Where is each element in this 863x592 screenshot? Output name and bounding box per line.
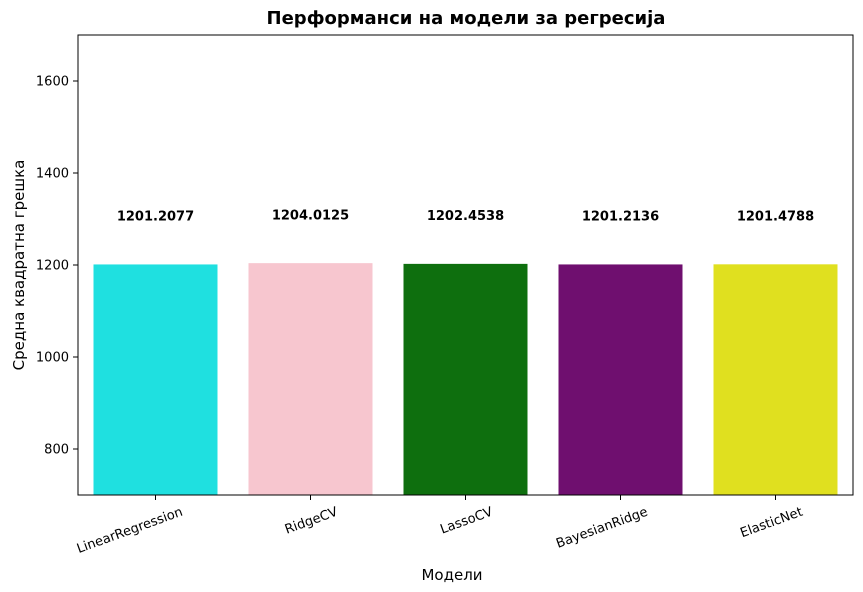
bar-elasticnet bbox=[713, 264, 838, 495]
data-label-lassocv: 1202.4538 bbox=[427, 209, 504, 224]
x-tick-label-linearregression: LinearRegression bbox=[75, 505, 185, 557]
data-labels-group: 1201.2077 1204.0125 1202.4538 1201.2136 1201… bbox=[117, 208, 814, 224]
x-axis-label: Модели bbox=[421, 566, 482, 584]
y-axis-label: Средна квадратна грешка bbox=[10, 160, 28, 371]
y-axis-ticks: 800 1000 1200 1400 1600 bbox=[36, 75, 78, 458]
data-label-elasticnet: 1201.4788 bbox=[737, 210, 814, 225]
bar-lassocv bbox=[403, 263, 528, 495]
bar-linearregression bbox=[93, 264, 218, 495]
bar-ridgecv bbox=[248, 263, 373, 495]
data-label-bayesianridge: 1201.2136 bbox=[582, 210, 659, 225]
bar-bayesianridge bbox=[558, 264, 683, 495]
y-tick-label: 1200 bbox=[36, 259, 69, 274]
chart-title: Перформанси на модели за регресија bbox=[267, 8, 666, 29]
y-tick-label: 1000 bbox=[36, 351, 69, 366]
y-tick-label: 800 bbox=[44, 443, 69, 458]
bars-group bbox=[93, 263, 838, 495]
data-label-linearregression: 1201.2077 bbox=[117, 210, 194, 225]
x-tick-label-bayesianridge: BayesianRidge bbox=[554, 505, 650, 552]
x-axis-ticks: LinearRegression RidgeCV LassoCV BayesianRi… bbox=[75, 495, 805, 557]
x-tick-label-lassocv: LassoCV bbox=[438, 505, 495, 538]
y-tick-label: 1400 bbox=[36, 167, 69, 182]
data-label-ridgecv: 1204.0125 bbox=[272, 208, 349, 223]
y-tick-label: 1600 bbox=[36, 75, 69, 90]
x-tick-label-elasticnet: ElasticNet bbox=[738, 505, 804, 541]
x-tick-label-ridgecv: RidgeCV bbox=[283, 505, 340, 538]
